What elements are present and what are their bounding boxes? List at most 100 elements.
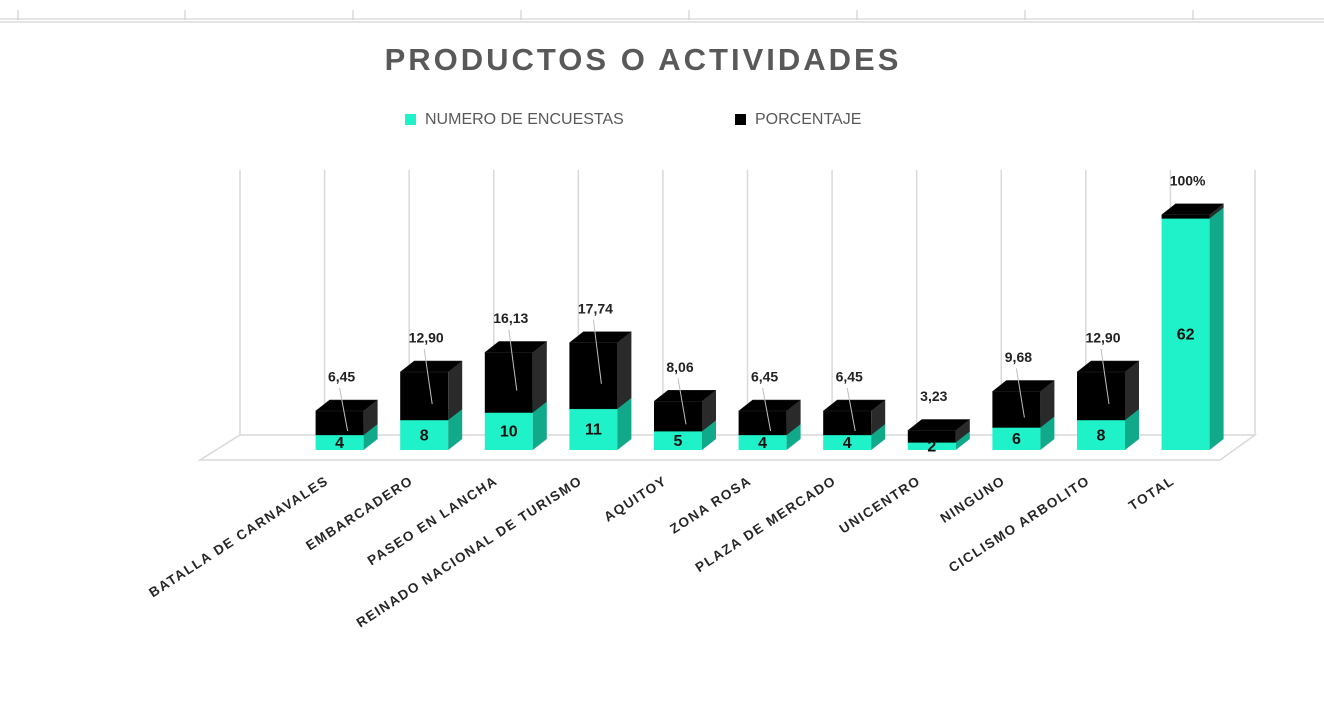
bar-segment [823, 410, 872, 436]
data-label: 4 [843, 435, 852, 452]
data-label: 62 [1177, 326, 1195, 343]
bar-segment [823, 435, 872, 450]
leader-line [508, 329, 518, 391]
bar-side [1125, 360, 1139, 421]
data-label: 8 [1097, 427, 1106, 444]
bar-segment [907, 442, 956, 450]
data-label: 12,90 [409, 330, 444, 346]
bar-side [532, 401, 547, 450]
bar-side [871, 399, 886, 436]
bar-side [955, 419, 970, 443]
leader-line [339, 387, 349, 432]
bar-side [786, 399, 801, 436]
data-label: 4 [335, 435, 344, 452]
leader-line [592, 319, 602, 384]
legend-swatch [405, 114, 416, 125]
bar-segment [484, 352, 533, 413]
x-tick-label: AQUITOY [601, 473, 669, 525]
x-tick-label: ZONA ROSA [667, 473, 754, 537]
data-label: 4 [758, 435, 767, 452]
floor [197, 434, 1258, 461]
data-label: 6,45 [328, 369, 355, 385]
leader-line [762, 387, 772, 432]
leader-line [1015, 368, 1025, 418]
bar-side [448, 409, 463, 450]
bar-side [617, 397, 632, 450]
data-label: 17,74 [578, 300, 613, 316]
bar-top [907, 419, 971, 431]
bar-segment [484, 412, 533, 450]
bar-segment [400, 420, 449, 450]
data-label: 12,90 [1085, 330, 1120, 346]
bar-top [568, 331, 633, 343]
bar-top [737, 399, 802, 412]
bar-segment [738, 435, 787, 450]
bar-top [991, 380, 1056, 392]
legend-label: NUMERO DE ENCUESTAS [425, 111, 624, 128]
x-tick-label: BATALLA DE CARNAVALES [146, 473, 331, 600]
leader-line [846, 387, 856, 432]
bar-segment [1077, 420, 1125, 450]
x-tick-label: CICLISMO ARBOLITO [946, 473, 1093, 575]
x-tick-label: PLAZA DE MERCADO [693, 473, 839, 575]
leader-line [677, 378, 687, 425]
data-label: 5 [674, 433, 683, 450]
bar-top [822, 399, 886, 412]
leader-line [1100, 348, 1110, 405]
chart-title: PRODUCTOS O ACTIVIDADES [385, 42, 902, 77]
bar-segment [654, 431, 702, 450]
bar-segment [315, 410, 364, 436]
bar-side [1125, 409, 1139, 450]
data-label: 6 [1012, 431, 1021, 448]
bar-segment [907, 430, 956, 443]
bar-segment [992, 427, 1041, 450]
bar-segment [569, 408, 618, 450]
data-label: 11 [585, 422, 602, 439]
bar-side [448, 360, 463, 421]
leader-line [423, 348, 433, 405]
bar-side [871, 424, 886, 450]
bar-side [363, 399, 378, 436]
bar-segment [1161, 218, 1210, 450]
data-label: 2 [927, 438, 936, 455]
bar-side [955, 431, 970, 450]
legend-label: PORCENTAJE [755, 111, 861, 128]
data-label: 100% [1170, 173, 1206, 189]
bar-side [702, 420, 716, 450]
bar-top [653, 389, 717, 402]
bar-segment [315, 435, 364, 450]
bar-segment [400, 371, 449, 421]
bar-side [1209, 203, 1224, 219]
data-label: 8 [420, 427, 429, 444]
bar-top [1160, 203, 1225, 216]
bar-side [1209, 207, 1224, 450]
bar-side [363, 424, 378, 450]
bar-top [1076, 360, 1140, 373]
legend-swatch [735, 114, 746, 125]
bar-segment [1077, 371, 1125, 421]
bar-top [314, 399, 379, 412]
bar-top [484, 341, 548, 353]
bar-segment [1161, 214, 1210, 219]
x-tick-label: NINGUNO [938, 473, 1008, 526]
bar-segment [569, 342, 618, 409]
ruler [0, 10, 1324, 23]
bar-top [399, 360, 463, 373]
bar-side [617, 331, 632, 409]
bar-side [702, 390, 716, 432]
data-label: 8,06 [666, 359, 693, 375]
x-tick-label: UNICENTRO [837, 473, 924, 537]
bar-segment [992, 391, 1041, 428]
data-label: 3,23 [920, 388, 947, 404]
data-label: 6,45 [751, 369, 778, 385]
data-label: 10 [500, 424, 518, 441]
data-label: 9,68 [1005, 349, 1032, 365]
bar-side [532, 341, 547, 413]
data-label: 16,13 [493, 310, 528, 326]
data-label: 6,45 [836, 369, 863, 385]
bar-side [786, 424, 801, 450]
bar-side [1040, 380, 1055, 428]
bar-segment [738, 410, 787, 436]
x-tick-label: TOTAL [1126, 473, 1177, 513]
